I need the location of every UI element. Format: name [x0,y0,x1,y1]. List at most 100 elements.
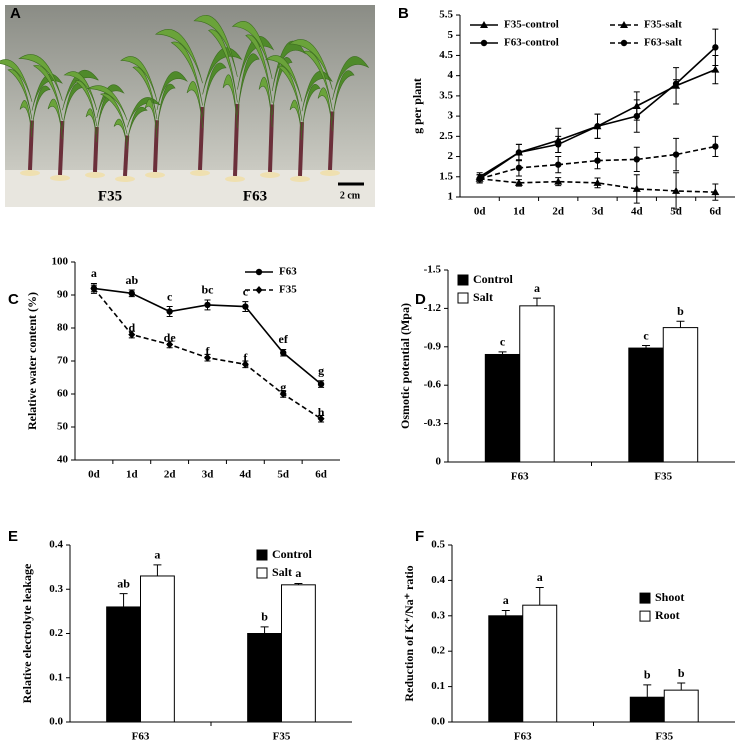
y-tick-label: 0 [436,456,442,468]
plant-leaf [63,71,98,111]
point [711,188,720,196]
point [711,65,720,73]
plant-leaf [332,70,355,121]
y-tick-label: 2.5 [439,130,453,142]
x-tick-label: 4d [240,469,252,481]
point [279,390,287,398]
y-tick-label: 90 [57,289,69,301]
point [593,178,602,186]
panel-label: C [8,291,19,308]
legend-marker [620,39,628,47]
bar [106,606,142,723]
y-tick-label: 60 [57,388,69,400]
significance-letter: g [318,364,324,378]
panel-label: E [8,528,18,545]
x-tick-label: 4d [631,206,643,218]
point [712,44,719,51]
x-tick-label: 1d [513,206,525,218]
point [204,301,211,309]
x-tick-label: 5d [277,469,289,481]
significance-letter: a [154,548,160,562]
point [633,112,640,120]
legend-label: Control [473,272,513,286]
point [90,284,98,293]
legend-marker [480,21,488,28]
significance-letter: b [261,610,268,624]
point [712,143,719,150]
y-tick-label: 3.5 [439,89,453,101]
bar [281,584,316,723]
plant-leaf [126,97,161,128]
plant-leaf [186,81,203,129]
plant-stem [298,121,304,177]
significance-letter: d [128,321,135,335]
significance-letter: bc [202,283,215,297]
plant-leaf [170,41,203,106]
plant-stem [268,104,275,173]
legend-marker [255,268,263,276]
point [633,156,640,163]
x-tick-label: 0d [88,469,100,481]
y-axis-label: Osmotic potential (Mpa) [398,303,412,429]
plant-leaf [265,55,303,102]
photo-panel [0,5,375,207]
error-bar [501,609,510,616]
y-tick-label: 0.4 [49,539,63,551]
y-tick-label: -1.2 [424,302,442,314]
plant-leaf [126,106,148,142]
x-tick-label: F35 [655,731,673,743]
point [672,186,681,194]
point [514,178,523,186]
y-tick-label: 0.1 [431,680,445,692]
plant-pot [145,172,165,178]
x-tick-label: 2d [164,469,176,481]
error-bar [260,626,269,634]
legend-label: Salt [473,290,493,304]
panel-label: F [415,528,424,545]
point [317,414,325,423]
y-tick-label: 1.5 [439,170,453,182]
plant-leaf [317,87,333,132]
point [317,380,325,388]
y-tick-label: 4 [448,69,454,81]
plant-leaf [144,98,158,138]
x-tick-label: 0d [474,206,486,218]
y-tick-label: 2 [448,150,454,162]
panel-label: A [10,5,21,22]
y-tick-label: 0.0 [431,716,445,728]
significance-letter: ab [117,576,130,590]
y-tick-label: 40 [57,454,69,466]
y-tick-label: -1.5 [424,264,442,276]
plant-leaf [31,85,51,129]
plant-leaf [245,34,273,104]
y-axis-label: Reduction of K⁺/Na⁺ ratio [402,565,416,701]
plant-leaf [208,29,238,103]
legend-swatch [256,549,268,561]
plant-leaf [258,76,273,128]
point [166,308,173,315]
plant-leaf [74,80,98,127]
plant-leaf [154,29,203,84]
photo-label: F35 [98,188,122,204]
x-tick-label: 2d [552,206,564,218]
legend-label: Shoot [655,590,684,604]
x-tick-label: 3d [202,469,214,481]
y-tick-label: 0.2 [49,627,63,639]
point [476,175,483,182]
plant-leaf [156,71,188,110]
legend-label: Salt [272,565,292,579]
point [166,340,174,349]
y-tick-label: 4.5 [439,49,453,61]
point [672,151,680,158]
error-bar [532,297,541,306]
y-tick-label: -0.9 [424,340,442,352]
plant-leaf [302,50,333,111]
error-bar [643,684,652,698]
legend-swatch [639,610,651,622]
plant-pot [85,172,105,178]
point [128,330,136,339]
legend-label: Control [272,547,312,561]
plant-leaf [202,62,227,117]
plant-stem [123,135,130,177]
significance-letter: de [164,331,177,345]
